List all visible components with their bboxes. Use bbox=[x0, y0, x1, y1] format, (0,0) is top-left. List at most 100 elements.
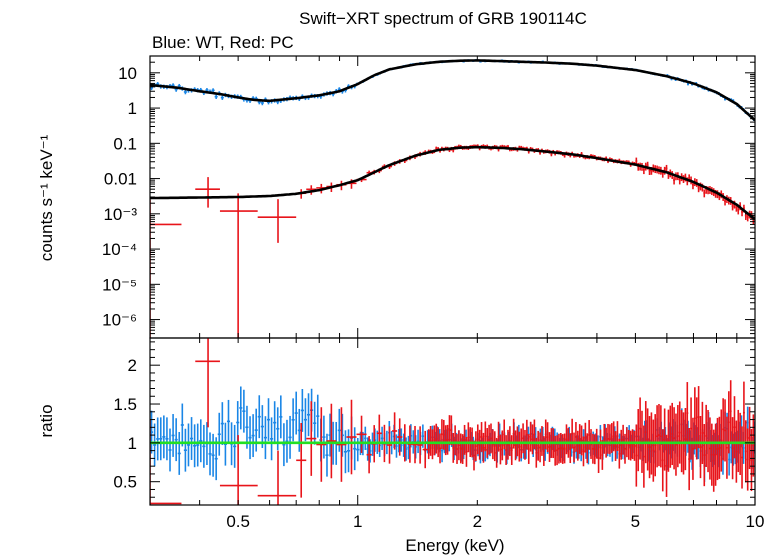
pc-ratio-point bbox=[435, 423, 438, 454]
wt-ratio-point bbox=[346, 429, 351, 473]
wt-ratio-point bbox=[285, 419, 289, 463]
bottom-y-tick-label: 2 bbox=[128, 356, 137, 375]
top-y-tick-label: 10⁻³ bbox=[103, 205, 137, 224]
pc-ratio-point bbox=[522, 423, 525, 454]
pc-ratio-point bbox=[633, 431, 636, 461]
pc-ratio-point bbox=[603, 423, 606, 454]
pc-ratio-point bbox=[614, 431, 617, 461]
pc-ratio-point bbox=[731, 417, 734, 480]
x-tick-label: 1 bbox=[353, 512, 362, 531]
wt-ratio-point bbox=[353, 427, 357, 471]
wt-ratio-point bbox=[171, 414, 175, 457]
pc-ratio-point bbox=[508, 426, 511, 457]
wt-ratio-point bbox=[297, 408, 301, 452]
wt-ratio-point bbox=[279, 395, 283, 439]
pc-ratio-point bbox=[397, 418, 403, 456]
wt-ratio-point bbox=[364, 426, 367, 450]
wt-ratio-point bbox=[242, 389, 246, 433]
pc-ratio-point bbox=[654, 414, 657, 477]
pc-ratio-point bbox=[693, 387, 696, 450]
wt-model-curve bbox=[150, 59, 755, 122]
pc-ratio-point bbox=[559, 432, 562, 463]
wt-ratio-point bbox=[248, 416, 252, 460]
pc-ratio-point bbox=[601, 440, 604, 470]
wt-ratio-point bbox=[356, 438, 360, 462]
pc-point bbox=[703, 189, 706, 198]
wt-ratio-point bbox=[199, 419, 203, 463]
wt-ratio-point bbox=[239, 386, 243, 430]
bottom-data-layer bbox=[150, 338, 755, 505]
wt-ratio-point bbox=[273, 401, 277, 445]
wt-ratio-point bbox=[266, 398, 271, 442]
pc-ratio-point bbox=[456, 434, 458, 464]
pc-ratio-point bbox=[722, 398, 725, 461]
pc-ratio-point bbox=[712, 429, 715, 492]
pc-ratio-point bbox=[473, 440, 475, 471]
pc-ratio-point bbox=[680, 410, 683, 473]
pc-ratio-point bbox=[576, 430, 579, 461]
top-y-tick-label: 10⁻⁵ bbox=[102, 275, 137, 294]
pc-ratio-point bbox=[673, 407, 676, 470]
pc-ratio-point bbox=[417, 426, 423, 464]
wt-point bbox=[220, 95, 224, 100]
pc-ratio-point bbox=[659, 405, 662, 468]
wt-ratio-point bbox=[380, 426, 384, 451]
pc-ratio-point bbox=[499, 434, 502, 465]
pc-ratio-point bbox=[490, 423, 492, 454]
pc-ratio-point bbox=[671, 402, 674, 466]
pc-ratio-point bbox=[635, 424, 638, 487]
pc-ratio-point bbox=[507, 429, 509, 460]
top-y-tick-label: 10⁻⁴ bbox=[102, 240, 137, 259]
pc-ratio-point bbox=[624, 433, 626, 464]
pc-ratio-point bbox=[446, 424, 449, 455]
x-tick-label: 0.5 bbox=[226, 512, 250, 531]
pc-point bbox=[257, 199, 297, 243]
top-y-tick-label: 10⁻⁶ bbox=[102, 311, 137, 330]
wt-ratio-point bbox=[263, 416, 267, 460]
pc-ratio-point bbox=[346, 399, 357, 475]
top-y-tick-label: 0.01 bbox=[104, 170, 137, 189]
pc-ratio-point bbox=[735, 420, 738, 483]
top-y-tick-label: 10 bbox=[118, 64, 137, 83]
x-tick-label: 2 bbox=[473, 512, 482, 531]
pc-ratio-point bbox=[658, 404, 660, 467]
wt-ratio-point bbox=[233, 424, 237, 468]
wt-point bbox=[183, 89, 187, 95]
pc-ratio-point bbox=[573, 432, 575, 463]
pc-ratio-point bbox=[692, 417, 694, 480]
pc-ratio-point bbox=[150, 419, 182, 505]
pc-ratio-point bbox=[465, 437, 468, 467]
pc-ratio-point bbox=[744, 420, 747, 483]
pc-ratio-point bbox=[219, 435, 258, 505]
pc-ratio-point bbox=[586, 433, 589, 464]
wt-ratio-point bbox=[260, 405, 264, 449]
pc-ratio-point bbox=[556, 435, 558, 466]
wt-ratio-point bbox=[217, 412, 221, 456]
wt-ratio-point bbox=[223, 422, 227, 466]
pc-ratio-point bbox=[376, 414, 382, 452]
pc-ratio-point bbox=[688, 428, 691, 491]
wt-ratio-point bbox=[303, 398, 307, 442]
pc-ratio-point bbox=[488, 424, 491, 455]
pc-ratio-point bbox=[665, 434, 668, 497]
pc-ratio-point bbox=[612, 421, 615, 452]
pc-ratio-point bbox=[750, 428, 753, 492]
pc-ratio-point bbox=[697, 386, 700, 449]
top-y-axis-label: counts s⁻¹ keV⁻¹ bbox=[37, 134, 56, 261]
chart-title: Swift−XRT spectrum of GRB 190114C bbox=[299, 9, 587, 28]
pc-point bbox=[306, 185, 317, 195]
wt-ratio-point bbox=[313, 401, 317, 445]
wt-ratio-point bbox=[211, 433, 215, 477]
pc-ratio-point bbox=[569, 433, 572, 464]
pc-ratio-point bbox=[442, 419, 445, 450]
pc-ratio-point bbox=[478, 429, 481, 460]
wt-ratio-point bbox=[214, 437, 218, 481]
pc-ratio-point bbox=[699, 415, 702, 479]
pc-ratio-point bbox=[580, 425, 583, 456]
pc-ratio-point bbox=[652, 419, 655, 482]
wt-ratio-point bbox=[174, 418, 178, 462]
pc-ratio-point bbox=[608, 424, 611, 455]
pc-ratio-point bbox=[639, 397, 642, 460]
wt-ratio-point bbox=[153, 423, 157, 467]
pc-ratio-point bbox=[565, 424, 568, 455]
